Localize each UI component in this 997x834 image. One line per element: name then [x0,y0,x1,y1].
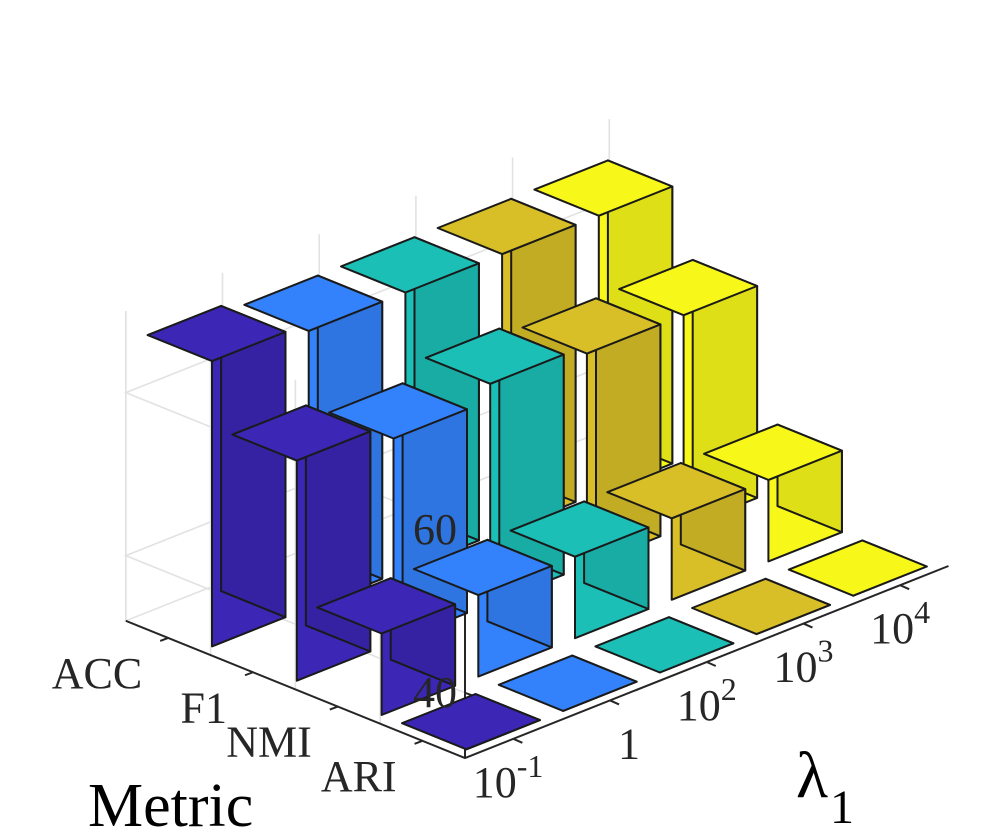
floor-axis-lines [125,565,949,760]
bar [497,654,638,712]
bar [401,693,541,751]
bars [146,159,928,751]
bar-top-face [606,462,747,520]
x-tick-base: 10 [773,643,817,692]
x-tick-base: 10 [677,681,721,730]
bar-top-face [509,500,650,558]
z-tick-label: 60 [413,505,457,554]
bar [606,462,747,601]
y-tick-mark [414,739,423,745]
y-axis-label: Metric [88,772,253,834]
bar-top-face [703,423,843,481]
bar [691,577,831,636]
x-tick-label: 102 [677,671,737,730]
x-tick-exponent: 2 [721,671,737,707]
bar-top-face [691,577,831,636]
z-tick-labels: 40 60 [413,505,457,717]
bar [412,538,553,678]
bar [146,304,287,648]
y-tick-label: ACC [52,649,142,698]
y-tick-mark [244,671,254,677]
bar [703,423,843,563]
x-tick-exponent: 4 [914,594,930,630]
bar [787,539,928,597]
x-tick-exponent: 3 [817,633,833,669]
bar-top-face [412,538,553,597]
bar-top-face [424,327,565,385]
bar-top-face [497,654,638,712]
x-axis-label: λ1 [796,739,854,834]
y-tick-mark [159,637,169,642]
bar-top-face [533,159,674,217]
x-tick-base: 10 [870,604,914,653]
bar-top-face [340,236,480,294]
x-tick-mark [512,737,523,744]
x-tick-exponent: -1 [517,748,544,784]
bar [509,500,650,640]
z-tick-label: 40 [413,668,457,717]
bar-top-face [243,274,384,332]
x-tick-label: 104 [870,594,930,653]
x-tick-base: 10 [473,758,517,807]
bar [594,616,735,674]
bar-top-face [146,304,287,363]
x-tick-mark [706,661,717,667]
bar-top-face [618,258,759,317]
x-tick-label: 10-1 [473,748,544,807]
bar-top-face [594,616,735,674]
x-tick-mark [609,699,620,706]
x-tick-label: 103 [773,633,833,692]
bar-top-face [231,404,372,462]
y-tick-mark [329,705,339,711]
x-tick-label: 1 [618,719,640,768]
x-axis-label-subscript: 1 [830,781,854,834]
y-tick-label: F1 [181,683,227,732]
x-tick-mark [803,622,813,629]
bar [424,327,565,605]
y-tick-label: NMI [226,718,312,767]
bar-top-face [521,297,662,355]
bar-top-face [401,693,541,751]
bar-top-face [787,539,928,597]
y-tick-label: ARI [321,752,397,801]
bar-top-face [316,577,457,635]
bar-top-face [328,382,468,440]
bar-top-face [436,197,577,256]
bar [316,577,457,716]
x-axis-label-symbol: λ [796,739,828,812]
x-tick-mark [899,584,910,591]
x-tick-base: 1 [618,719,640,768]
